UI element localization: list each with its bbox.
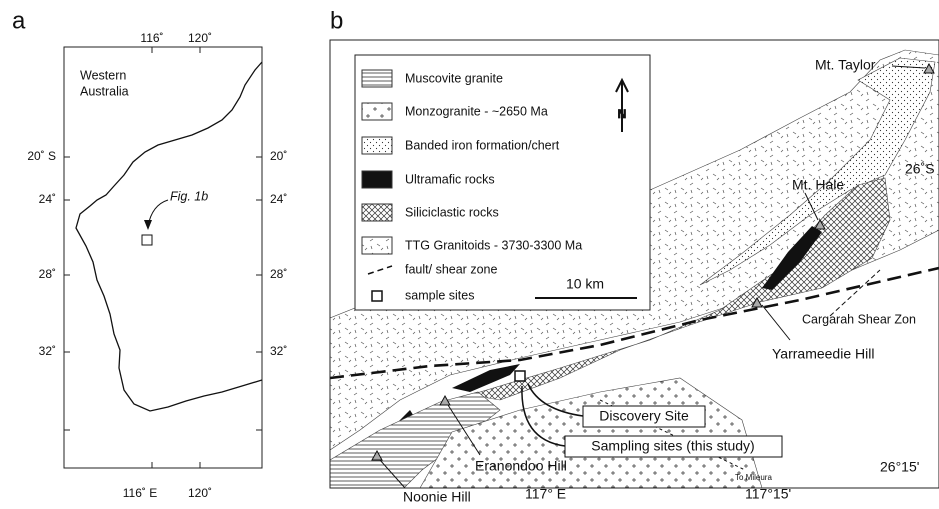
panel-b: b Muscovite granite Monzogranite - ~2650…	[329, 7, 939, 505]
boxed-label: Sampling sites (this study)	[591, 438, 754, 454]
arrow-head	[144, 220, 152, 230]
place-label: Noonie Hill	[403, 489, 471, 505]
tick-label: 20˚ S	[27, 149, 56, 163]
legend: Muscovite granite Monzogranite - ~2650 M…	[354, 54, 651, 311]
legend-label: Ultramafic rocks	[405, 172, 495, 186]
panel-label: b	[330, 7, 343, 34]
legend-label: Banded iron formation/chert	[405, 138, 560, 152]
region-label: Australia	[80, 84, 129, 98]
tick-label: 116˚ E	[123, 486, 157, 500]
tick-label: 28˚	[270, 267, 287, 281]
north-arrow	[615, 77, 629, 132]
tick-label: 120˚	[188, 486, 212, 500]
place-label: Cargarah Shear Zon	[802, 312, 916, 326]
coordinate-label: 117° E	[525, 486, 566, 502]
boxed-label: Discovery Site	[599, 408, 689, 424]
coordinate-label: 26°15'	[880, 459, 919, 475]
legend-label: TTG Granitoids - 3730-3300 Ma	[405, 238, 582, 252]
sample-site	[514, 370, 526, 382]
label-box	[564, 435, 783, 458]
frame-ticks	[64, 47, 262, 468]
study-area	[141, 234, 153, 246]
region-label: Western	[80, 68, 126, 82]
tick-label: 116˚	[140, 31, 163, 45]
tick-label: 24˚	[39, 192, 56, 206]
legend-label: Siliciclastic rocks	[405, 205, 499, 219]
site-markers	[371, 62, 935, 461]
place-label: Mt. Hale	[792, 177, 844, 193]
place-label: Yarrameedie Hill	[772, 346, 874, 362]
legend-label: Monzogranite - ~2650 Ma	[405, 104, 548, 118]
legend-label: fault/ shear zone	[405, 262, 497, 276]
legend-label: Muscovite granite	[405, 71, 503, 85]
coastline	[75, 61, 263, 412]
place-label: Mt. Taylor	[815, 57, 876, 73]
tick-label: 32˚	[270, 344, 287, 358]
north-label: N	[618, 107, 627, 121]
coordinate-label: 26˚S	[905, 161, 935, 177]
map-frame	[329, 39, 939, 489]
coordinate-label: 117°15'	[745, 486, 791, 502]
panel-label: a	[12, 7, 26, 34]
callout-label: Fig. 1b	[170, 189, 208, 203]
label-box	[582, 405, 706, 428]
place-label: To Mileura	[735, 473, 772, 482]
scale-label: 10 km	[566, 276, 604, 292]
place-label: Eranondoo Hill	[475, 458, 567, 474]
tick-label: 32˚	[39, 344, 56, 358]
panel-a: a 116˚ 120˚ 20˚ S 24˚ 28˚ 32˚ 20˚ 24˚ 28…	[12, 7, 287, 500]
tick-label: 28˚	[39, 267, 56, 281]
legend-label: sample sites	[405, 288, 474, 302]
tick-label: 120˚	[188, 31, 212, 45]
map-frame	[63, 46, 263, 469]
tick-label: 20˚	[270, 149, 287, 163]
tick-label: 24˚	[270, 192, 287, 206]
